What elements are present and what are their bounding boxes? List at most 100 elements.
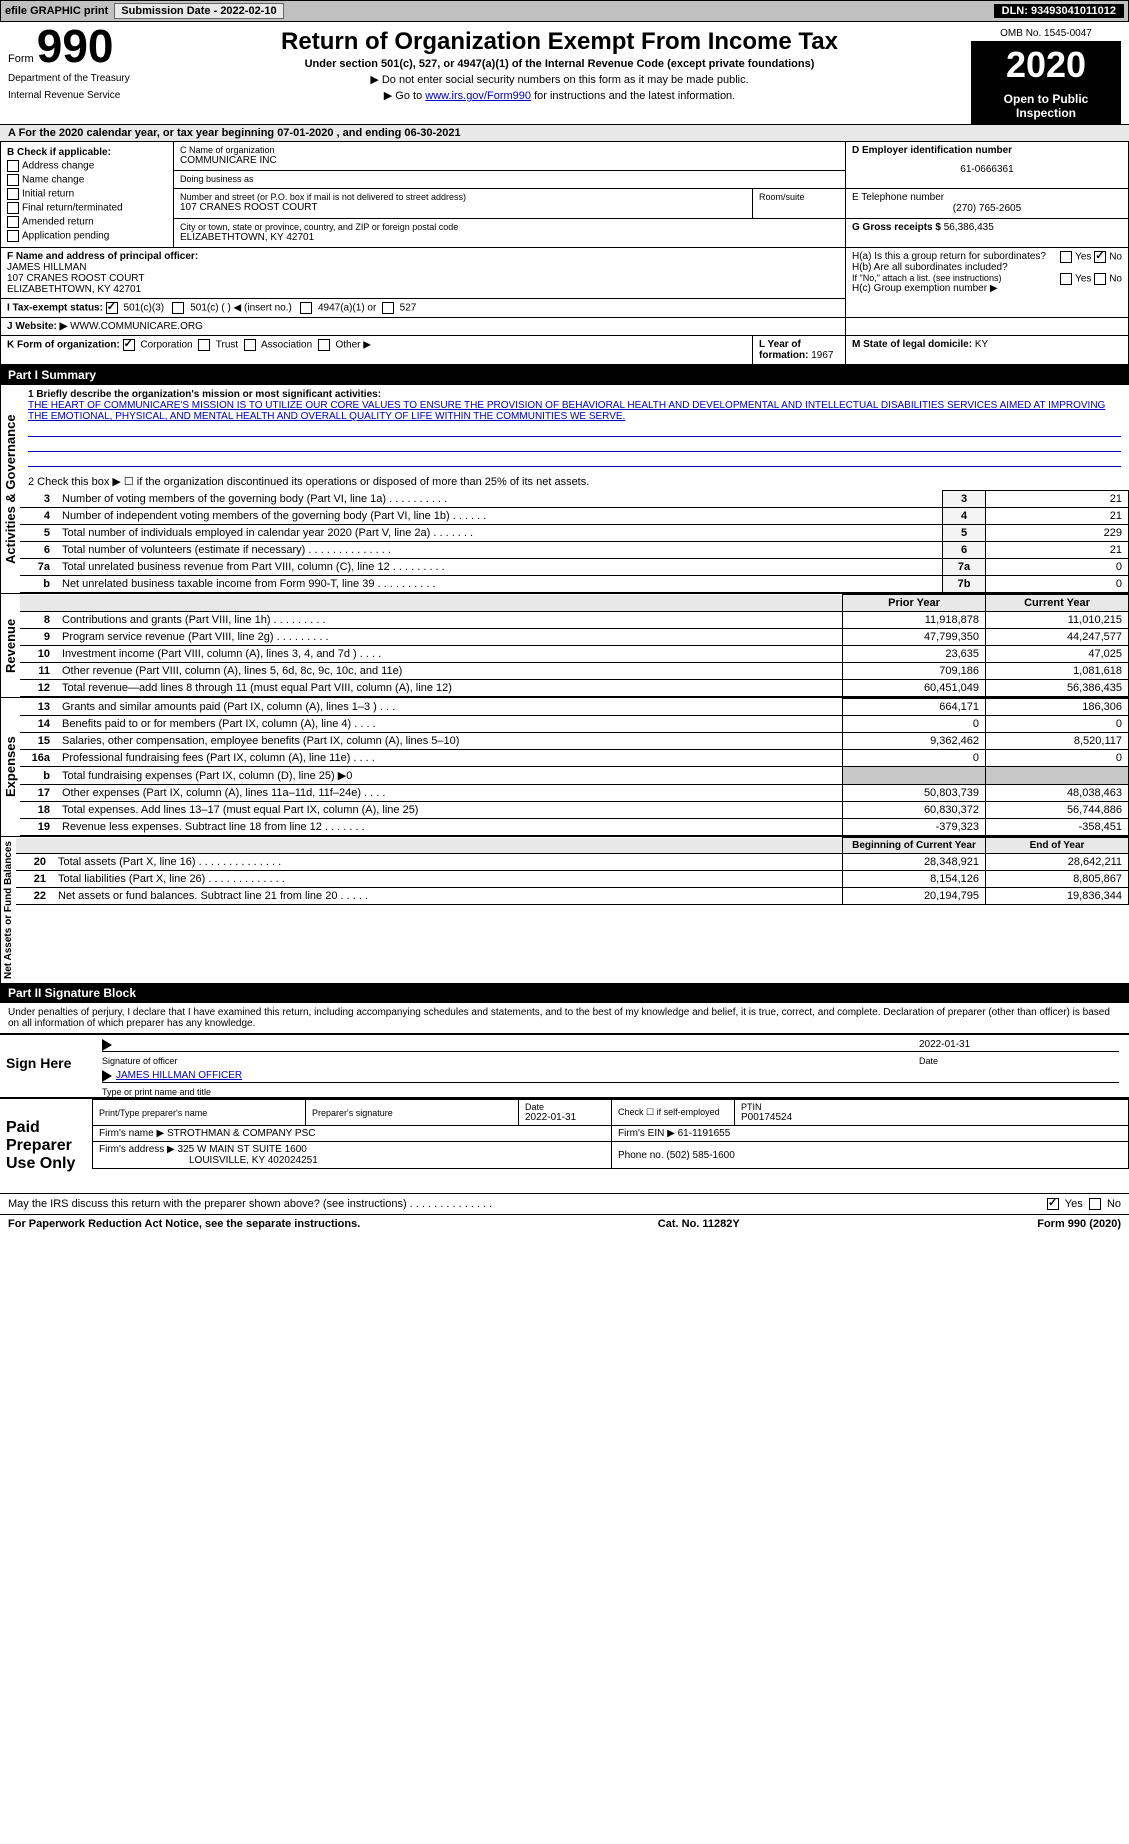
org-name-label: C Name of organization <box>180 145 839 155</box>
section-c-dba: Doing business as <box>174 171 846 189</box>
net-assets-section: Net Assets or Fund Balances Beginning of… <box>0 836 1129 983</box>
irs-link[interactable]: www.irs.gov/Form990 <box>425 90 531 102</box>
check-501c[interactable] <box>172 302 184 314</box>
line-box: 3 <box>943 491 986 508</box>
line-number: 17 <box>20 785 56 802</box>
firm-addr1: 325 W MAIN ST SUITE 1600 <box>178 1144 307 1155</box>
ptin-label: PTIN <box>741 1102 1122 1112</box>
mission-block: 1 Briefly describe the organization's mi… <box>20 385 1129 473</box>
table-row: 13 Grants and similar amounts paid (Part… <box>20 699 1129 716</box>
prior-value: 709,186 <box>843 663 986 680</box>
current-value: 11,010,215 <box>986 612 1129 629</box>
discuss-no[interactable] <box>1089 1198 1101 1210</box>
check-name[interactable]: Name change <box>7 174 167 186</box>
col-current: Current Year <box>986 595 1129 612</box>
line2-discontinued: 2 Check this box ▶ ☐ if the organization… <box>20 473 1129 490</box>
expenses-table: 13 Grants and similar amounts paid (Part… <box>20 698 1129 836</box>
line-desc: Contributions and grants (Part VIII, lin… <box>56 612 843 629</box>
discuss-yes[interactable] <box>1047 1198 1059 1210</box>
form-word: Form <box>8 53 34 65</box>
check-527[interactable] <box>382 302 394 314</box>
section-e: E Telephone number (270) 765-2605 <box>846 188 1129 218</box>
check-501c3[interactable] <box>106 302 118 314</box>
submission-date-button[interactable]: Submission Date - 2022-02-10 <box>114 3 283 19</box>
check-amended[interactable]: Amended return <box>7 216 167 228</box>
ein-value: 61-0666361 <box>852 156 1122 175</box>
table-row: 16a Professional fundraising fees (Part … <box>20 750 1129 767</box>
check-trust[interactable] <box>198 339 210 351</box>
check-assoc[interactable] <box>244 339 256 351</box>
ha-yes[interactable] <box>1060 251 1072 263</box>
line-desc: Total assets (Part X, line 16) . . . . .… <box>52 854 843 871</box>
line-desc: Salaries, other compensation, employee b… <box>56 733 843 750</box>
line-number: 21 <box>16 871 52 888</box>
table-row: 5 Total number of individuals employed i… <box>20 525 1129 542</box>
line-number: 18 <box>20 802 56 819</box>
section-c-address: Number and street (or P.O. box if mail i… <box>174 188 753 218</box>
street-address: 107 CRANES ROOST COURT <box>180 202 746 213</box>
line-number: 13 <box>20 699 56 716</box>
side-expenses: Expenses <box>0 698 20 836</box>
line-number: 16a <box>20 750 56 767</box>
mission-label: 1 Briefly describe the organization's mi… <box>28 389 1121 400</box>
check-other[interactable] <box>318 339 330 351</box>
check-initial[interactable]: Initial return <box>7 188 167 200</box>
table-row: 11 Other revenue (Part VIII, column (A),… <box>20 663 1129 680</box>
line-desc: Total revenue—add lines 8 through 11 (mu… <box>56 680 843 697</box>
title-block: Return of Organization Exempt From Incom… <box>148 26 971 105</box>
line-number: 19 <box>20 819 56 836</box>
line-number: 9 <box>20 629 56 646</box>
table-row: 9 Program service revenue (Part VIII, li… <box>20 629 1129 646</box>
self-employed-check[interactable]: Check ☐ if self-employed <box>618 1107 728 1118</box>
ha-no[interactable] <box>1094 251 1106 263</box>
type-name-label: Type or print name and title <box>102 1087 1119 1097</box>
year-formation: 1967 <box>811 350 833 361</box>
line-number: 22 <box>16 888 52 905</box>
dept-irs: Internal Revenue Service <box>8 90 148 101</box>
line-box: 6 <box>943 542 986 559</box>
phone-value: (270) 765-2605 <box>852 203 1122 214</box>
top-bar: efile GRAPHIC print Submission Date - 20… <box>0 0 1129 22</box>
line-desc: Other expenses (Part IX, column (A), lin… <box>56 785 843 802</box>
line-box: 5 <box>943 525 986 542</box>
line-number: b <box>20 576 56 593</box>
prior-value: 60,451,049 <box>843 680 986 697</box>
city-label: City or town, state or province, country… <box>180 222 839 232</box>
check-pending[interactable]: Application pending <box>7 230 167 242</box>
ptin-value: P00174524 <box>741 1112 1122 1123</box>
dln-label: DLN: 93493041011012 <box>994 4 1124 18</box>
begin-value: 28,348,921 <box>843 854 986 871</box>
section-m: M State of legal domicile: KY <box>846 336 1129 365</box>
line-desc: Investment income (Part VIII, column (A)… <box>56 646 843 663</box>
current-value: 0 <box>986 716 1129 733</box>
section-k: K Form of organization: Corporation Trus… <box>1 336 753 365</box>
note-goto: ▶ Go to www.irs.gov/Form990 for instruct… <box>148 89 971 102</box>
col-end: End of Year <box>986 838 1129 854</box>
table-row: 15 Salaries, other compensation, employe… <box>20 733 1129 750</box>
check-address[interactable]: Address change <box>7 160 167 172</box>
firm-ein: 61-1191655 <box>678 1128 731 1139</box>
part2-header: Part II Signature Block <box>0 983 1129 1003</box>
begin-value: 8,154,126 <box>843 871 986 888</box>
table-row: b Net unrelated business taxable income … <box>20 576 1129 593</box>
check-final[interactable]: Final return/terminated <box>7 202 167 214</box>
hb-yes[interactable] <box>1060 273 1072 285</box>
omb-number: OMB No. 1545-0047 <box>971 26 1121 42</box>
footer-left: For Paperwork Reduction Act Notice, see … <box>8 1218 360 1230</box>
net-assets-table: Beginning of Current Year End of Year20 … <box>16 837 1129 905</box>
hb-no[interactable] <box>1094 273 1106 285</box>
phone-label: E Telephone number <box>852 192 1122 203</box>
table-row: 19 Revenue less expenses. Subtract line … <box>20 819 1129 836</box>
line-box: 4 <box>943 508 986 525</box>
section-c-city: City or town, state or province, country… <box>174 218 846 247</box>
end-value: 28,642,211 <box>986 854 1129 871</box>
table-row: 10 Investment income (Part VIII, column … <box>20 646 1129 663</box>
line-desc: Number of voting members of the governin… <box>56 491 943 508</box>
section-l: L Year of formation: 1967 <box>753 336 846 365</box>
check-corp[interactable] <box>123 339 135 351</box>
check-4947[interactable] <box>300 302 312 314</box>
side-net-assets: Net Assets or Fund Balances <box>0 837 16 983</box>
form-title: Return of Organization Exempt From Incom… <box>148 28 971 56</box>
ha-row: H(a) Is this a group return for subordin… <box>852 251 1122 262</box>
current-value: 48,038,463 <box>986 785 1129 802</box>
